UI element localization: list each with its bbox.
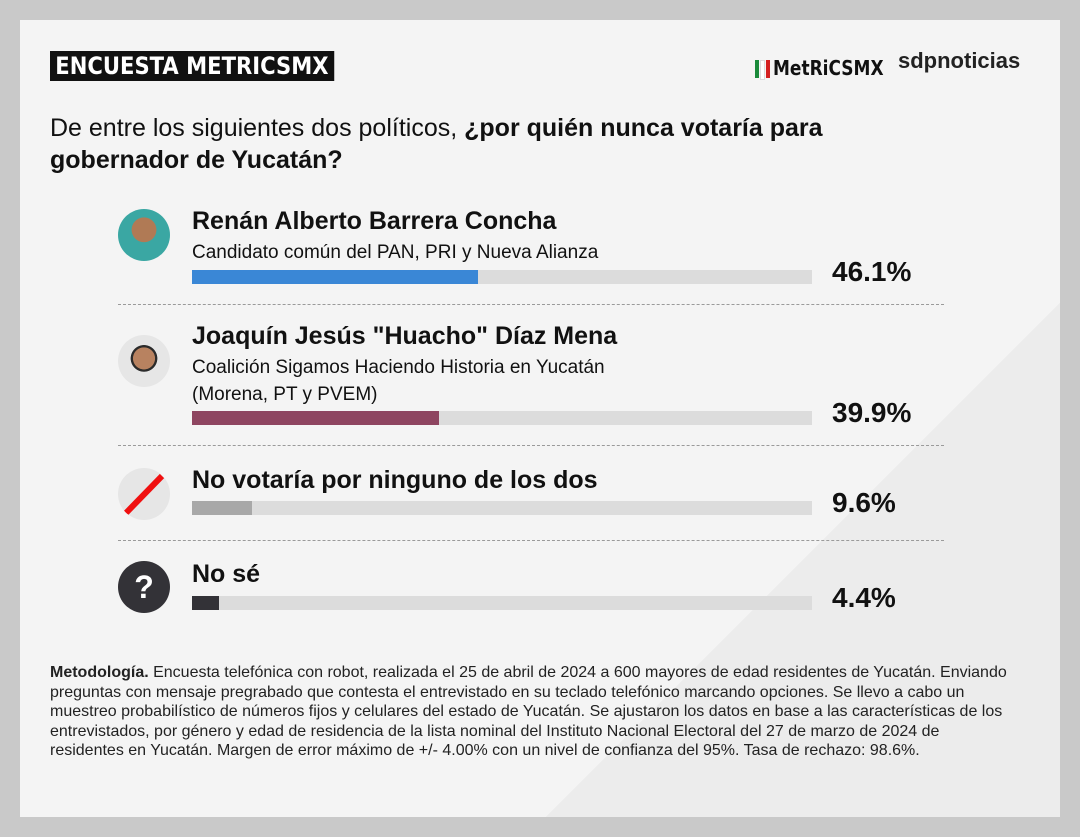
methodology-label: Metodología. [50, 664, 149, 681]
percent-label: 46.1% [832, 256, 912, 287]
infographic-card: ENCUESTA METRICSMX MetRiCSMX sdpnoticias… [20, 20, 1060, 817]
flag-bars-icon [755, 60, 771, 80]
option-name: No sé [192, 560, 261, 588]
metricsmx-logo: MetRiCSMX [755, 42, 903, 80]
candidate-photo-renan [118, 209, 170, 261]
candidate-photo-huacho [118, 335, 170, 387]
candidate-coalition: Coalición Sigamos Haciendo Historia en Y… [192, 357, 605, 378]
percent-label: 4.4% [832, 582, 896, 613]
survey-question: De entre los siguientes dos políticos, ¿… [50, 112, 870, 176]
survey-badge: ENCUESTA METRICSMX [50, 51, 334, 81]
methodology-text: Encuesta telefónica con robot, realizada… [50, 664, 1007, 759]
divider [118, 304, 944, 305]
divider [118, 540, 944, 541]
slash-icon [118, 468, 170, 520]
option-name: No votaría por ninguno de los dos [192, 466, 598, 494]
candidate-coalition-parties: (Morena, PT y PVEM) [192, 384, 378, 405]
question-icon: ? [118, 561, 170, 613]
candidate-name: Joaquín Jesús "Huacho" Díaz Mena [192, 322, 618, 350]
bar-track [192, 501, 812, 515]
bar-track [192, 270, 812, 284]
divider [118, 445, 944, 446]
bar-track [192, 596, 812, 610]
question-plain: De entre los siguientes dos políticos, [50, 114, 465, 142]
bar-track [192, 411, 812, 425]
sdpnoticias-logo: sdpnoticias [898, 48, 1021, 73]
bar-nose [192, 596, 220, 610]
methodology-note: Metodología. Encuesta telefónica con rob… [50, 663, 1010, 761]
percent-label: 39.9% [832, 397, 912, 428]
candidate-coalition: Candidato común del PAN, PRI y Nueva Ali… [192, 242, 599, 263]
bar-renan [192, 270, 478, 284]
bar-huacho [192, 411, 440, 425]
percent-label: 9.6% [832, 487, 896, 518]
question-bold: ¿por quién nunca votaría para gobernador… [50, 114, 823, 174]
candidate-name: Renán Alberto Barrera Concha [192, 207, 557, 235]
bar-ninguno [192, 501, 252, 515]
metricsmx-logo-text: MetRiCSMX [773, 56, 884, 80]
